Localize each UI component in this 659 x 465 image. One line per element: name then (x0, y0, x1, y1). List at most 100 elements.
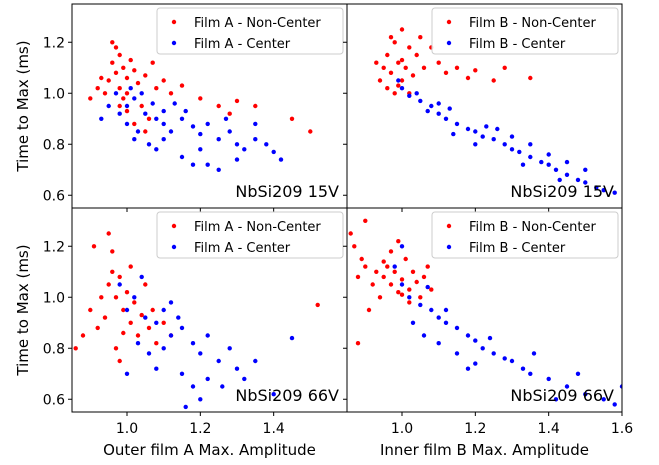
data-point (198, 397, 203, 402)
data-point (528, 142, 533, 147)
data-point (154, 320, 159, 325)
data-point (106, 78, 111, 83)
data-point (168, 91, 174, 96)
legend-label: Film B - Center (469, 241, 566, 256)
data-point (480, 346, 485, 351)
data-point (176, 315, 181, 320)
data-point (205, 162, 210, 167)
data-point (484, 124, 489, 129)
series-1 (392, 244, 622, 407)
data-point (190, 124, 196, 129)
data-point (198, 351, 203, 356)
data-point (619, 384, 622, 389)
data-point (388, 70, 394, 76)
data-point (264, 142, 269, 147)
data-point (491, 137, 496, 142)
data-point (117, 103, 122, 109)
data-point (473, 68, 478, 73)
data-point (124, 371, 130, 376)
data-point (528, 371, 533, 376)
data-point (102, 91, 108, 96)
data-point (370, 282, 375, 287)
y-tick-label: 0.8 (43, 137, 65, 153)
data-point (128, 57, 133, 63)
data-point (113, 45, 119, 50)
data-point (399, 86, 405, 91)
legend: Film B - Non-Center Film B - Center (431, 7, 619, 55)
data-point (135, 80, 141, 86)
data-point (612, 402, 617, 407)
data-point (392, 264, 397, 269)
data-point (154, 366, 159, 371)
data-point (110, 249, 115, 254)
data-point (278, 157, 284, 162)
data-point (80, 333, 86, 338)
data-point (179, 371, 185, 376)
panel-top-left: 0.6 0.8 1.0 1.2 Time to Max (ms) NbSi209 15V F… (14, 3, 348, 212)
data-point (113, 70, 119, 76)
data-point (392, 269, 397, 274)
data-point (366, 307, 372, 313)
data-point (502, 356, 507, 361)
data-point (377, 78, 383, 83)
data-point (289, 335, 295, 341)
data-point (429, 307, 434, 313)
data-point (502, 142, 507, 147)
legend-marker (446, 244, 452, 250)
data-point (143, 315, 148, 320)
data-point (106, 282, 111, 287)
legend-marker (171, 244, 177, 250)
data-point (553, 397, 559, 402)
data-point (403, 65, 408, 71)
data-point (352, 244, 357, 249)
y-tick-label: 1.2 (43, 35, 65, 51)
data-point (179, 83, 185, 88)
data-point (234, 366, 240, 371)
data-point (73, 346, 78, 351)
data-point (168, 333, 174, 338)
data-point (183, 108, 188, 114)
data-point (161, 346, 166, 351)
data-point (271, 149, 276, 155)
data-point (410, 269, 416, 274)
data-point (454, 65, 460, 71)
data-point (374, 269, 379, 274)
data-point (117, 274, 122, 280)
data-point (99, 116, 104, 122)
data-point (99, 75, 104, 81)
data-point (465, 126, 471, 132)
data-point (128, 320, 133, 325)
panel-annotation: NbSi209 66V (235, 386, 339, 405)
data-point (117, 86, 122, 91)
data-point (113, 295, 119, 300)
x-tick-label: 1.0 (116, 421, 138, 437)
data-point (216, 137, 221, 142)
legend-box (431, 211, 619, 259)
data-point (198, 131, 203, 137)
legend-marker (446, 19, 452, 25)
data-point (410, 73, 416, 78)
y-tick-label: 1.2 (43, 239, 65, 255)
legend-label: Film A - Center (194, 37, 291, 52)
data-point (216, 358, 221, 364)
data-point (425, 108, 430, 114)
data-point (348, 231, 353, 236)
data-point (392, 91, 397, 96)
data-point (146, 325, 152, 331)
data-point (399, 282, 405, 287)
data-point (418, 98, 423, 104)
data-point (106, 231, 111, 236)
data-point (110, 40, 115, 45)
data-point (139, 312, 144, 318)
data-point (429, 287, 434, 292)
data-point (443, 116, 449, 122)
data-point (205, 121, 210, 127)
data-point (234, 142, 240, 147)
data-point (132, 96, 137, 101)
data-point (509, 147, 515, 152)
legend-box (156, 7, 344, 55)
data-point (117, 111, 122, 116)
data-point (124, 75, 130, 81)
legend-box (156, 211, 344, 259)
data-point (315, 302, 320, 308)
